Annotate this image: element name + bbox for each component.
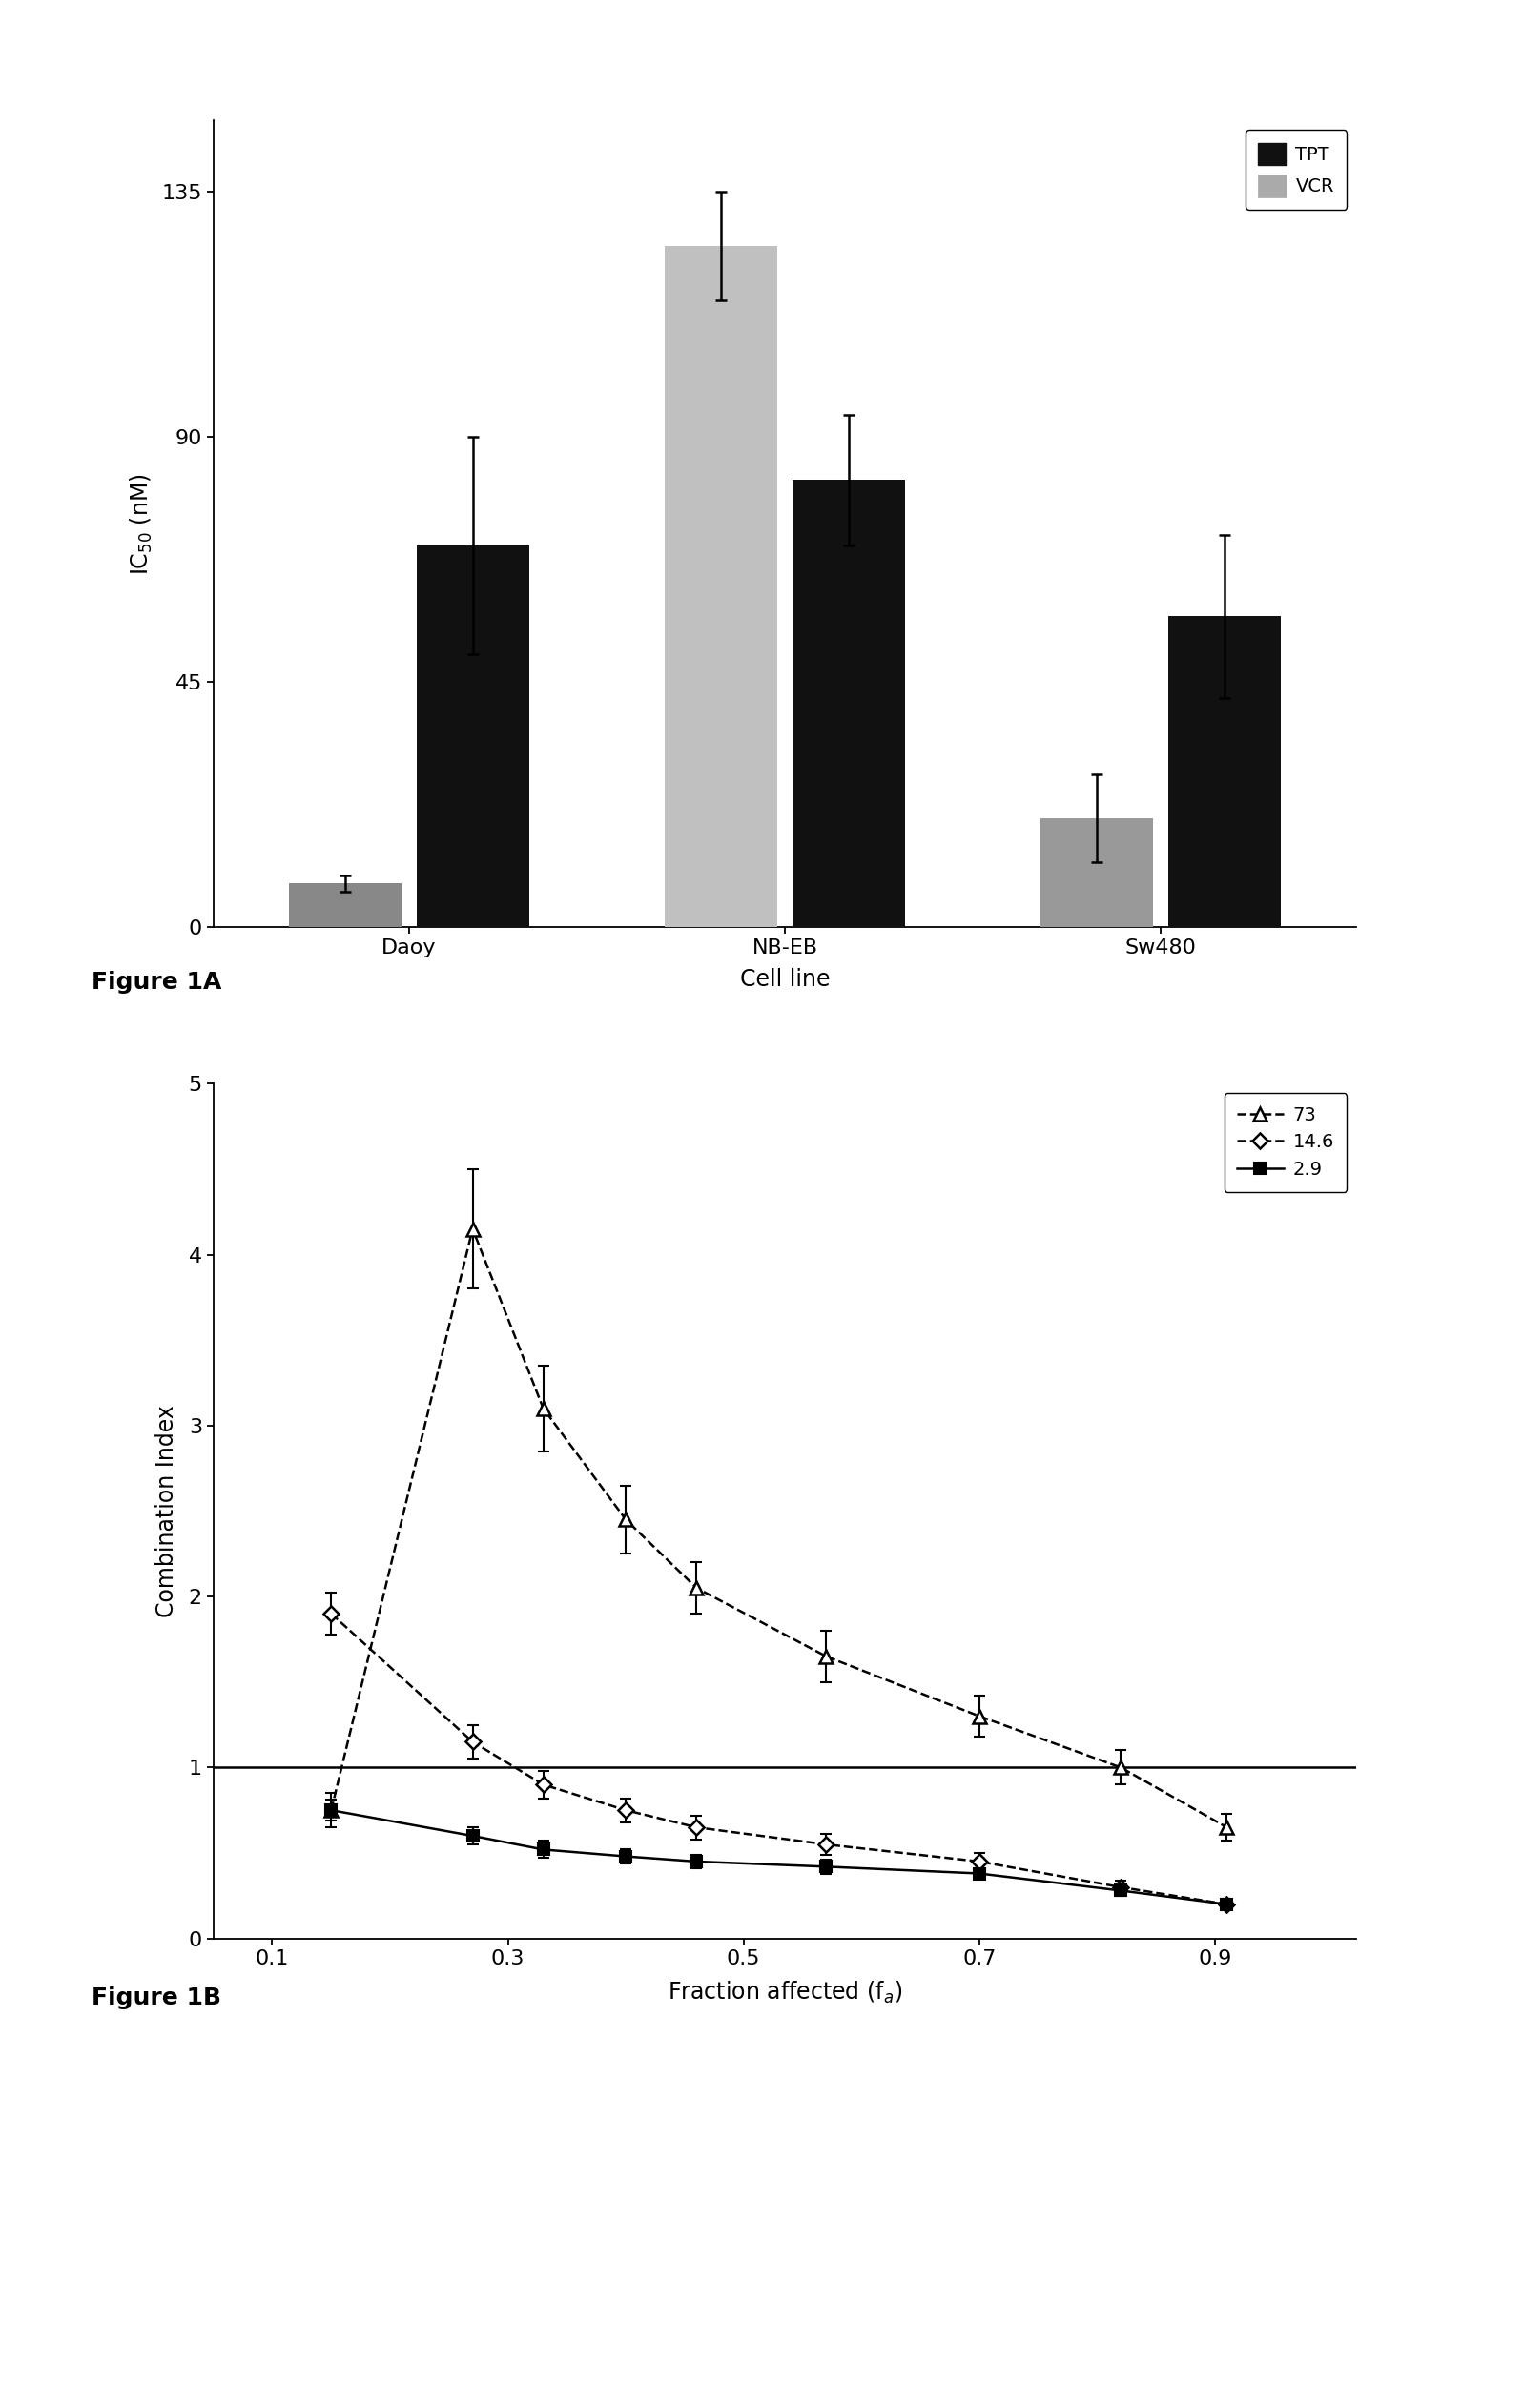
2.9 (817, 1852, 835, 1881)
Text: Figure 1B: Figure 1B (91, 1987, 221, 2011)
Bar (664, 246, 777, 927)
Legend: TPT, VCR: TPT, VCR (1245, 130, 1347, 209)
73 (971, 1702, 989, 1731)
Text: Figure 1A: Figure 1A (91, 970, 221, 995)
Bar (416, 547, 529, 927)
2.9 (687, 1847, 706, 1876)
73 (1111, 1753, 1129, 1782)
14.6 (971, 1847, 989, 1876)
X-axis label: Cell line: Cell line (739, 968, 831, 992)
2.9 (533, 1835, 552, 1864)
73 (817, 1642, 835, 1671)
Bar (1169, 616, 1282, 927)
Bar (792, 479, 905, 927)
Legend: 73, 14.6, 2.9: 73, 14.6, 2.9 (1224, 1093, 1347, 1192)
Bar (1041, 819, 1154, 927)
73 (687, 1572, 706, 1601)
2.9 (322, 1796, 340, 1825)
14.6 (1218, 1890, 1236, 1919)
2.9 (1218, 1890, 1236, 1919)
73 (463, 1214, 482, 1243)
14.6 (322, 1599, 340, 1628)
14.6 (1111, 1873, 1129, 1902)
73 (1218, 1813, 1236, 1842)
14.6 (817, 1830, 835, 1859)
Line: 14.6: 14.6 (326, 1609, 1231, 1910)
2.9 (971, 1859, 989, 1888)
14.6 (533, 1770, 552, 1799)
2.9 (1111, 1876, 1129, 1905)
2.9 (463, 1820, 482, 1849)
73 (533, 1394, 552, 1423)
Y-axis label: Combination Index: Combination Index (155, 1404, 178, 1618)
Line: 2.9: 2.9 (326, 1806, 1231, 1910)
Y-axis label: IC$_{50}$ (nM): IC$_{50}$ (nM) (130, 472, 155, 576)
Line: 73: 73 (325, 1223, 1233, 1835)
14.6 (463, 1727, 482, 1755)
73 (617, 1505, 636, 1534)
14.6 (617, 1796, 636, 1825)
2.9 (617, 1842, 636, 1871)
Bar (288, 884, 401, 927)
73 (322, 1796, 340, 1825)
14.6 (687, 1813, 706, 1842)
X-axis label: Fraction affected (f$_a$): Fraction affected (f$_a$) (668, 1979, 902, 2006)
